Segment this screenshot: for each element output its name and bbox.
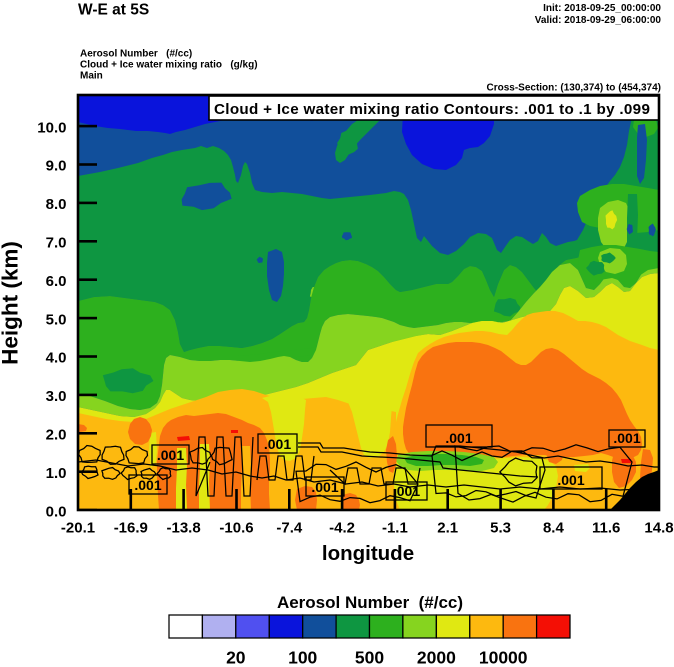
svg-text:-1.1: -1.1 <box>382 519 408 536</box>
svg-text:2000: 2000 <box>417 648 456 667</box>
svg-text:-16.9: -16.9 <box>114 519 148 536</box>
svg-text:0.0: 0.0 <box>46 503 67 520</box>
svg-text:.001: .001 <box>157 447 184 463</box>
svg-text:-4.2: -4.2 <box>329 519 355 536</box>
svg-text:-7.4: -7.4 <box>276 519 303 536</box>
svg-text:20: 20 <box>226 648 246 667</box>
svg-text:longitude: longitude <box>322 542 414 565</box>
svg-text:7.0: 7.0 <box>46 235 67 252</box>
svg-text:500: 500 <box>355 648 384 667</box>
svg-text:9.0: 9.0 <box>46 158 67 175</box>
svg-text:Aerosol Number (#/cc): Aerosol Number (#/cc) <box>277 593 463 612</box>
svg-text:Cloud + Ice water mixing ratio: Cloud + Ice water mixing ratio Contours:… <box>214 101 650 118</box>
svg-text:Cross-Section: (130,374) to (4: Cross-Section: (130,374) to (454,374) <box>486 83 661 94</box>
svg-text:3.0: 3.0 <box>46 388 67 405</box>
svg-text:W-E at 5S: W-E at 5S <box>78 2 149 19</box>
svg-text:Height (km): Height (km) <box>0 241 23 365</box>
svg-text:Init: 2018-09-25_00:00:00: Init: 2018-09-25_00:00:00 <box>543 3 661 14</box>
svg-text:-13.8: -13.8 <box>166 519 200 536</box>
svg-text:8.0: 8.0 <box>46 196 67 213</box>
svg-text:Aerosol Number (#/cc): Aerosol Number (#/cc) <box>80 49 192 60</box>
svg-text:8.4: 8.4 <box>543 519 565 536</box>
svg-text:6.0: 6.0 <box>46 273 67 290</box>
svg-text:10.0: 10.0 <box>37 119 66 136</box>
svg-text:11.6: 11.6 <box>592 519 620 536</box>
svg-text:.001: .001 <box>264 436 291 452</box>
svg-text:Main: Main <box>80 71 103 82</box>
svg-text:5.3: 5.3 <box>490 519 511 536</box>
svg-text:.001: .001 <box>613 430 640 446</box>
svg-text:10000: 10000 <box>479 648 528 667</box>
svg-text:5.0: 5.0 <box>46 311 67 328</box>
svg-text:-20.1: -20.1 <box>61 519 95 536</box>
svg-text:1.0: 1.0 <box>46 465 67 482</box>
svg-text:100: 100 <box>288 648 317 667</box>
svg-text:.001: .001 <box>445 430 472 446</box>
svg-text:.001: .001 <box>557 472 584 488</box>
svg-text:-10.6: -10.6 <box>219 519 253 536</box>
svg-text:.001: .001 <box>134 477 161 493</box>
svg-text:.001: .001 <box>393 483 420 499</box>
svg-text:.001: .001 <box>311 479 338 495</box>
svg-text:Valid: 2018-09-29_06:00:00: Valid: 2018-09-29_06:00:00 <box>535 15 662 26</box>
svg-text:Cloud + Ice water mixing ratio: Cloud + Ice water mixing ratio (g/kg) <box>80 60 258 71</box>
svg-text:14.8: 14.8 <box>644 519 673 536</box>
svg-text:2.1: 2.1 <box>437 519 458 536</box>
svg-text:4.0: 4.0 <box>46 350 67 367</box>
svg-text:2.0: 2.0 <box>46 427 67 444</box>
